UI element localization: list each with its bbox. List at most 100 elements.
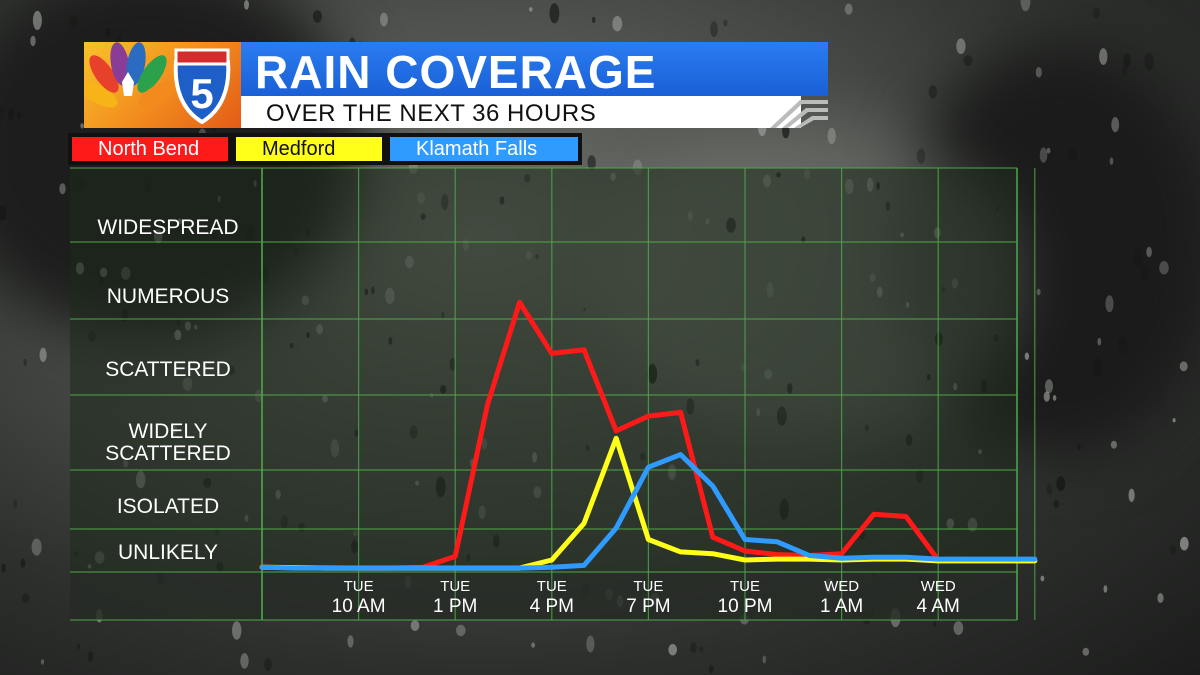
- raindrop: [1053, 500, 1060, 508]
- x-tick-day-label: TUE: [440, 578, 470, 595]
- raindrop: [13, 499, 18, 508]
- raindrop: [1056, 476, 1066, 492]
- raindrop: [244, 0, 249, 10]
- raindrop: [916, 148, 926, 164]
- x-tick-time-label: 10 PM: [718, 596, 773, 617]
- y-axis-label: WIDELY: [129, 420, 208, 443]
- raindrop: [456, 624, 466, 637]
- x-tick-day-label: TUE: [537, 578, 567, 595]
- raindrop: [587, 155, 596, 170]
- raindrop: [591, 16, 596, 23]
- raindrop: [1179, 536, 1189, 551]
- raindrop: [1159, 261, 1169, 275]
- raindrop: [1110, 440, 1117, 449]
- title-bar: RAIN COVERAGE: [241, 42, 828, 98]
- x-tick-day-label: WED: [824, 578, 859, 595]
- raindrop: [1144, 52, 1154, 71]
- raindrop: [1099, 48, 1108, 65]
- raindrop: [1093, 358, 1102, 378]
- raindrop: [76, 643, 81, 650]
- y-axis-label: UNLIKELY: [118, 541, 218, 564]
- raindrop: [21, 593, 30, 604]
- y-axis-label: NUMEROUS: [107, 285, 230, 308]
- raindrop: [17, 111, 21, 120]
- raindrop: [347, 635, 354, 648]
- raindrop: [827, 127, 836, 145]
- raindrop: [1076, 443, 1081, 451]
- x-tick-day-label: WED: [921, 578, 956, 595]
- raindrop: [31, 538, 42, 556]
- raindrop: [549, 3, 560, 24]
- raindrop: [1170, 544, 1176, 555]
- raindrop: [40, 659, 45, 665]
- x-axis-band: [70, 572, 1017, 620]
- raindrop: [312, 10, 322, 23]
- raindrop: [1122, 65, 1128, 76]
- raindrop: [1024, 352, 1030, 360]
- raindrop: [528, 7, 533, 12]
- raindrop: [710, 21, 718, 37]
- raindrop: [699, 645, 704, 653]
- raindrop: [0, 205, 7, 221]
- raindrop: [379, 12, 388, 27]
- raindrop: [1035, 67, 1042, 78]
- x-tick-day-label: TUE: [633, 578, 663, 595]
- raindrop: [87, 651, 94, 662]
- raindrop: [1046, 484, 1053, 496]
- raindrop: [1082, 647, 1090, 656]
- raindrop: [1092, 7, 1100, 19]
- decorative-stripes: [770, 100, 828, 128]
- x-tick-time-label: 4 AM: [917, 596, 960, 617]
- raindrop: [264, 658, 272, 672]
- raindrop: [956, 38, 966, 54]
- station-logo: 5: [78, 42, 241, 128]
- raindrop: [928, 85, 937, 99]
- page-title: RAIN COVERAGE: [255, 46, 657, 98]
- x-tick-day-label: TUE: [344, 578, 374, 595]
- raindrop: [1172, 418, 1176, 423]
- page-subtitle: OVER THE NEXT 36 HOURS: [266, 100, 597, 127]
- raindrop: [963, 55, 973, 67]
- legend-label-medford: Medford: [262, 138, 336, 160]
- raindrop: [1146, 246, 1152, 258]
- raindrop: [1133, 248, 1143, 268]
- raindrop: [1039, 147, 1048, 163]
- x-tick-time-label: 10 AM: [332, 596, 386, 617]
- raindrop: [1067, 147, 1077, 162]
- raindrop: [240, 653, 249, 669]
- legend-klamath-falls: Klamath Falls: [386, 133, 582, 165]
- y-axis-label: SCATTERED: [105, 442, 231, 465]
- legend-label-north-bend: North Bend: [98, 138, 200, 160]
- raindrop: [1097, 337, 1102, 346]
- raindrop: [0, 106, 5, 114]
- raindrop: [1020, 0, 1031, 12]
- raindrop: [410, 620, 420, 631]
- svg-text:5: 5: [190, 70, 213, 117]
- raindrop: [232, 621, 242, 640]
- x-tick-time-label: 1 PM: [433, 596, 477, 617]
- interstate-shield-icon: 5: [173, 48, 231, 124]
- x-tick-time-label: 4 PM: [530, 596, 574, 617]
- raindrop: [1052, 395, 1057, 401]
- raindrop: [69, 15, 79, 28]
- y-axis-label: SCATTERED: [105, 358, 231, 381]
- raindrop: [586, 635, 595, 653]
- raindrop: [1, 563, 6, 573]
- raindrop: [1046, 147, 1051, 154]
- raindrop: [844, 3, 853, 15]
- raindrop: [1179, 361, 1188, 372]
- raindrop: [1140, 264, 1150, 281]
- peacock-logo-icon: [78, 42, 178, 108]
- raindrop: [708, 665, 714, 674]
- x-tick-day-label: TUE: [730, 578, 760, 595]
- raindrop: [762, 655, 767, 664]
- raindrop: [1036, 288, 1041, 296]
- raindrop: [1043, 391, 1050, 402]
- raindrop: [723, 19, 728, 27]
- raindrop: [953, 621, 964, 636]
- raindrop: [612, 16, 623, 32]
- raindrop: [8, 107, 15, 121]
- raindrop: [1123, 53, 1131, 68]
- plot-background: [70, 168, 1017, 620]
